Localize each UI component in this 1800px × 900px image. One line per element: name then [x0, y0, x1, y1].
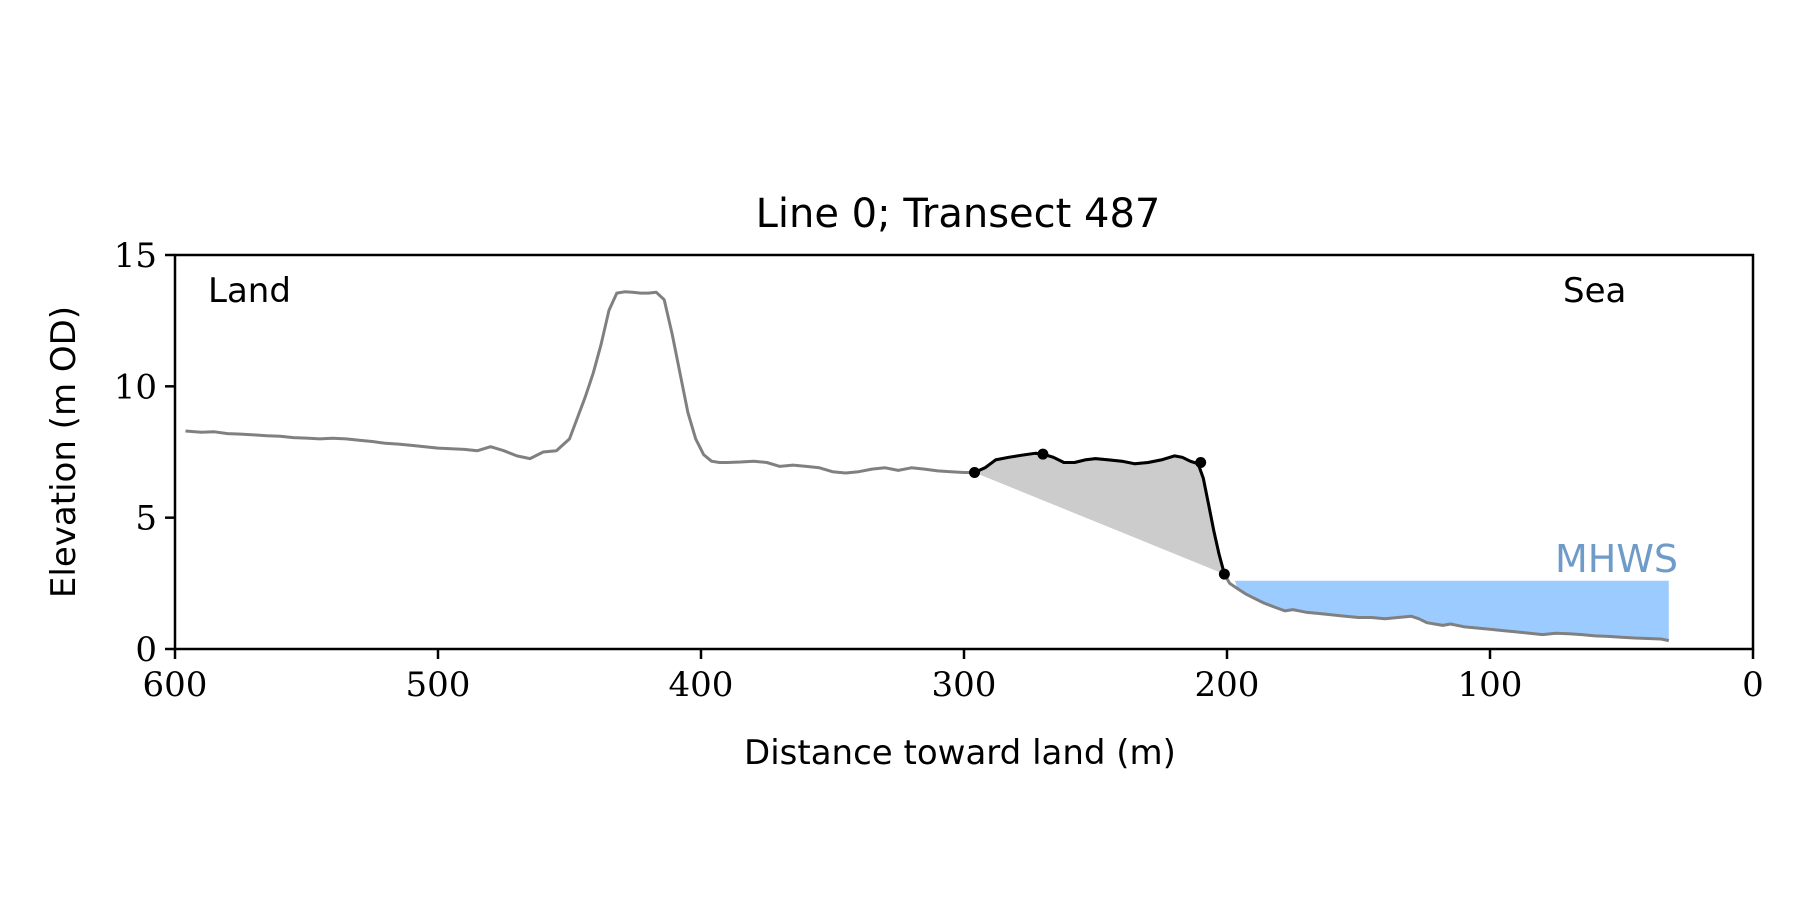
y-tick-label-0: 0 [135, 630, 157, 670]
y-axis-label: Elevation (m OD) [44, 306, 84, 598]
chart-title: Line 0; Transect 487 [756, 191, 1161, 237]
x-axis: 600 500 400 300 200 100 0 [143, 649, 1764, 705]
profile-line [185, 290, 1670, 643]
mhws-label: MHWS [1555, 537, 1678, 581]
x-tick-label-2: 400 [669, 665, 734, 705]
y-axis: 0 5 10 15 [114, 236, 175, 670]
dune-marker-1 [1037, 448, 1049, 460]
y-tick-label-1: 5 [135, 499, 157, 539]
dune-line [973, 451, 1226, 575]
x-tick-label-1: 500 [406, 665, 471, 705]
x-tick-label-0: 600 [143, 665, 208, 705]
plot-area [185, 290, 1670, 643]
x-tick-label-4: 200 [1195, 665, 1260, 705]
dune-marker-0 [969, 466, 981, 478]
x-tick-label-5: 100 [1458, 665, 1523, 705]
mhws-water-fill [1234, 580, 1669, 641]
sea-label: Sea [1563, 271, 1626, 311]
x-tick-label-3: 300 [932, 665, 997, 705]
land-label: Land [208, 271, 291, 311]
y-tick-label-2: 10 [114, 367, 157, 407]
y-tick-label-3: 15 [114, 236, 157, 276]
dune-marker-2 [1195, 457, 1207, 469]
x-axis-label: Distance toward land (m) [744, 733, 1176, 773]
markers [969, 448, 1230, 580]
dune-volume-fill [974, 453, 1225, 575]
x-tick-label-6: 0 [1742, 665, 1764, 705]
dune-marker-3 [1218, 568, 1230, 580]
